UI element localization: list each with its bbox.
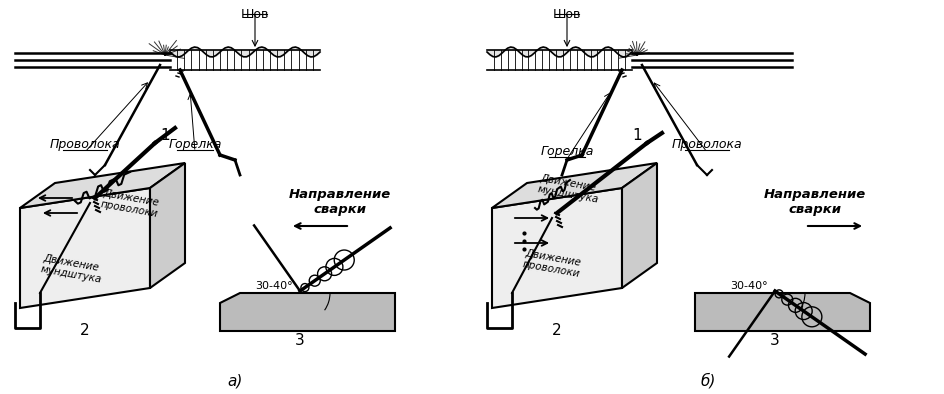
Polygon shape [220,293,395,331]
Text: 30-40°: 30-40° [730,281,767,291]
Text: Проволока: Проволока [672,138,742,151]
Polygon shape [622,163,657,288]
Text: 2: 2 [80,323,90,338]
Text: Движение
мундштука: Движение мундштука [40,253,105,285]
Polygon shape [150,163,185,288]
Polygon shape [20,163,185,208]
Text: 3: 3 [770,333,780,348]
Text: б): б) [700,372,716,388]
Polygon shape [695,293,870,331]
Text: а): а) [228,373,243,388]
Text: 1: 1 [160,128,170,143]
Text: 2: 2 [552,323,562,338]
Text: Направление
сварки: Направление сварки [289,188,391,216]
Text: Горелка: Горелка [540,145,594,158]
Text: Движение
проволоки: Движение проволоки [100,188,161,219]
Text: 1: 1 [632,128,642,143]
Polygon shape [492,163,657,208]
Text: Движение
мундштука: Движение мундштука [537,173,602,205]
Polygon shape [20,188,150,308]
Text: Горелка: Горелка [168,138,222,151]
Text: Движение
проволоки: Движение проволоки [522,248,583,279]
Text: 30-40°: 30-40° [255,281,293,291]
Text: Проволока: Проволока [50,138,120,151]
Text: Шов: Шов [553,8,582,21]
Text: Направление
сварки: Направление сварки [764,188,867,216]
Polygon shape [492,188,622,308]
Text: 3: 3 [295,333,305,348]
Text: Шов: Шов [241,8,269,21]
